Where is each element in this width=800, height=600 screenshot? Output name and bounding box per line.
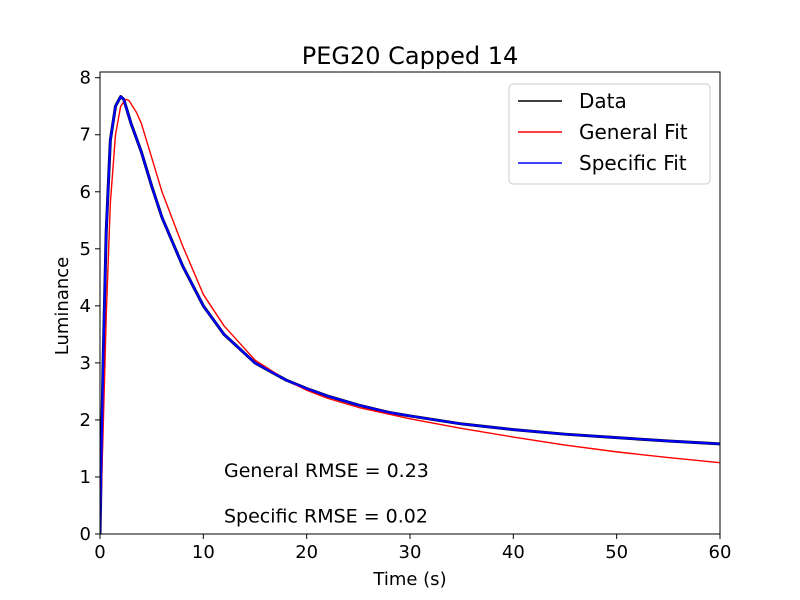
series-line-1 bbox=[100, 98, 720, 534]
y-tick-label: 1 bbox=[80, 467, 91, 488]
rmse-annotation: General RMSE = 0.23 bbox=[224, 460, 429, 482]
x-tick-label: 10 bbox=[192, 542, 215, 563]
axes: 0 10 20 30 40 50 60 0 1 2 3 4 5 6 7 8 bbox=[80, 68, 732, 563]
x-tick-label: 60 bbox=[709, 542, 732, 563]
legend-label: Specific Fit bbox=[579, 151, 687, 175]
rmse-annotation: Specific RMSE = 0.02 bbox=[224, 506, 428, 528]
annotations: General RMSE = 0.23 Specific RMSE = 0.02 bbox=[224, 460, 429, 528]
x-tick-label: 50 bbox=[605, 542, 628, 563]
y-tick-label: 3 bbox=[80, 353, 91, 374]
legend-label: General Fit bbox=[579, 120, 688, 144]
series-line-2 bbox=[100, 95, 720, 534]
legend: Data General Fit Specific Fit bbox=[508, 83, 711, 185]
legend-box bbox=[508, 83, 711, 185]
chart-title: PEG20 Capped 14 bbox=[302, 42, 519, 70]
x-tick-label: 0 bbox=[94, 542, 105, 563]
y-tick-label: 6 bbox=[80, 182, 91, 203]
plot-area bbox=[100, 95, 720, 534]
y-tick-label: 0 bbox=[80, 524, 91, 545]
y-tick-label: 2 bbox=[80, 410, 91, 431]
y-tick-label: 4 bbox=[80, 296, 91, 317]
x-tick-label: 40 bbox=[502, 542, 525, 563]
x-axis-label: Time (s) bbox=[372, 569, 446, 590]
x-tick-label: 30 bbox=[399, 542, 422, 563]
y-tick-label: 5 bbox=[80, 239, 91, 260]
y-axis-label: Luminance bbox=[52, 257, 73, 355]
legend-label: Data bbox=[579, 89, 627, 113]
y-tick-label: 7 bbox=[80, 125, 91, 146]
y-tick-label: 8 bbox=[80, 68, 91, 89]
x-tick-label: 20 bbox=[295, 542, 318, 563]
